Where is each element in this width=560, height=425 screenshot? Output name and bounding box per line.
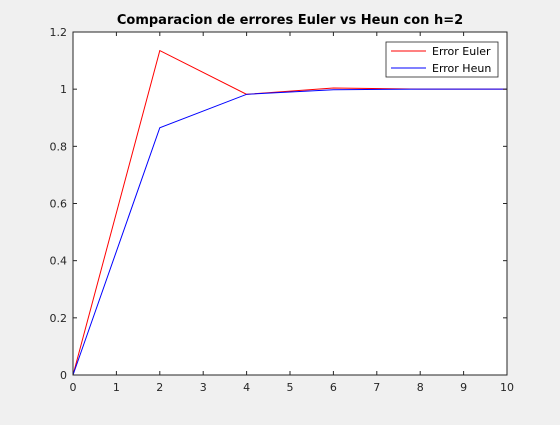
x-tick-label: 7 bbox=[373, 381, 380, 394]
y-tick-label: 1 bbox=[60, 83, 67, 96]
legend[interactable]: Error Euler Error Heun bbox=[385, 41, 499, 78]
x-tick-label: 3 bbox=[200, 381, 207, 394]
y-tick-label: 0 bbox=[60, 369, 67, 382]
y-tick-label: 0.6 bbox=[50, 198, 68, 211]
x-tick-label: 2 bbox=[156, 381, 163, 394]
x-tick-label: 6 bbox=[330, 381, 337, 394]
x-axis: 0 1 2 3 4 5 6 7 8 9 10 bbox=[70, 32, 514, 394]
legend-label-euler: Error Euler bbox=[432, 45, 491, 58]
x-tick-label: 9 bbox=[460, 381, 467, 394]
y-tick-label: 0.8 bbox=[50, 140, 68, 153]
chart-title: Comparacion de errores Euler vs Heun con… bbox=[117, 13, 463, 28]
y-axis: 0 0.2 0.4 0.6 0.8 1 1.2 bbox=[50, 26, 507, 382]
x-tick-label: 1 bbox=[113, 381, 120, 394]
x-tick-label: 4 bbox=[243, 381, 250, 394]
x-tick-label: 8 bbox=[417, 381, 424, 394]
legend-box bbox=[385, 41, 499, 78]
series-line-error-heun bbox=[72, 88, 507, 376]
y-tick-label: 0.4 bbox=[50, 255, 68, 268]
x-tick-label: 10 bbox=[500, 381, 514, 394]
series-layer bbox=[72, 49, 507, 376]
y-tick-label: 0.2 bbox=[50, 312, 68, 325]
x-tick-label: 0 bbox=[70, 381, 77, 394]
x-tick-label: 5 bbox=[287, 381, 294, 394]
y-tick-label: 1.2 bbox=[50, 26, 68, 39]
legend-label-heun: Error Heun bbox=[432, 62, 491, 75]
plot-area bbox=[73, 32, 507, 375]
